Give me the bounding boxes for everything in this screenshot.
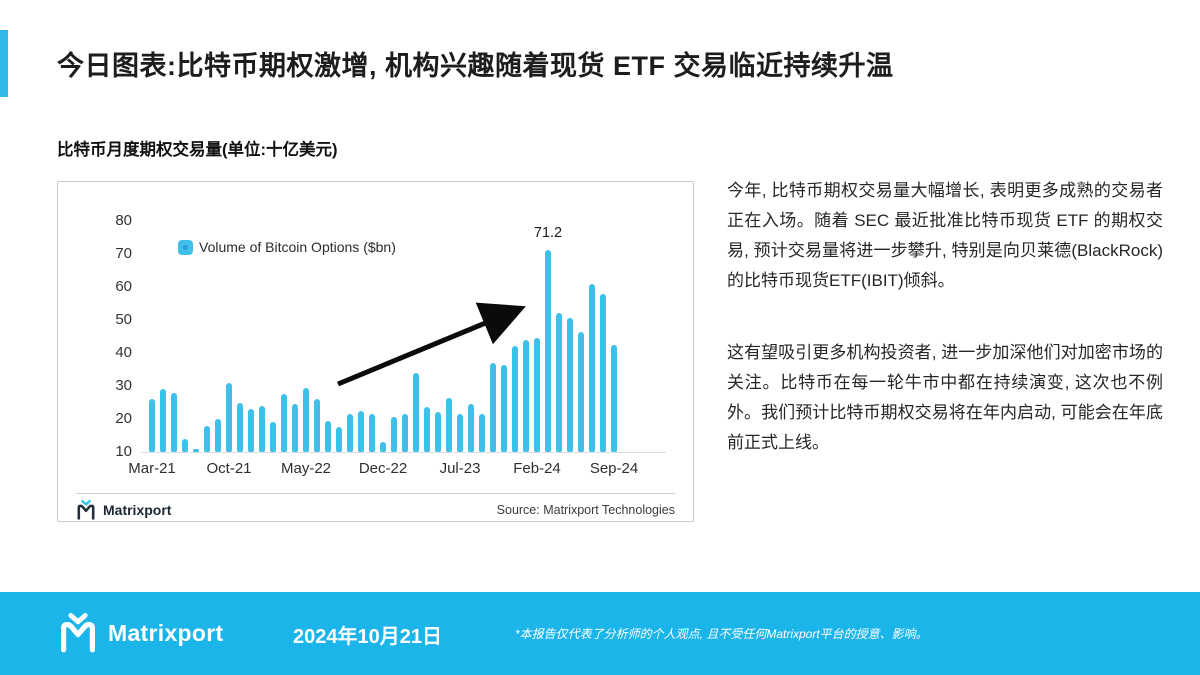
bar-May-22 (303, 387, 309, 452)
x-axis-line (141, 452, 666, 453)
bar-Feb-22 (270, 422, 276, 452)
bar-May-24 (567, 318, 573, 452)
title-accent-stripe (0, 30, 8, 97)
y-tick-40: 40 (115, 344, 132, 361)
bar-Mar-24 (545, 250, 551, 452)
bar-Jan-24 (523, 339, 529, 452)
y-tick-50: 50 (115, 311, 132, 328)
y-tick-70: 70 (115, 245, 132, 262)
plot-area: Volume of Bitcoin Options ($bn) 71.2 (149, 221, 617, 452)
bar-Jan-23 (391, 417, 397, 452)
bar-Jun-21 (182, 438, 188, 452)
x-tick-Dec-22: Dec-22 (358, 460, 408, 477)
bar-Jun-24 (578, 331, 584, 452)
bar-Aug-22 (336, 427, 342, 452)
x-tick-Mar-21: Mar-21 (128, 460, 176, 477)
card-divider (76, 493, 675, 494)
bar-Jun-23 (446, 397, 452, 452)
y-tick-10: 10 (115, 443, 132, 460)
bar-Feb-24 (534, 338, 540, 452)
bar-Nov-21 (237, 402, 243, 452)
bar-Mar-23 (413, 372, 419, 452)
commentary-paragraph-2: 这有望吸引更多机构投资者, 进一步加深他们对加密市场的关注。比特币在每一轮牛市中… (727, 343, 1163, 452)
bar-May-23 (435, 412, 441, 452)
bars (149, 221, 617, 452)
bar-Feb-23 (402, 414, 408, 452)
bar-Dec-21 (248, 409, 254, 452)
x-tick-Sep-24: Sep-24 (589, 460, 639, 477)
bar-Jul-22 (325, 420, 331, 452)
bar-Sep-22 (347, 414, 353, 452)
x-tick-Jul-23: Jul-23 (439, 460, 481, 477)
bar-Sep-23 (479, 414, 485, 452)
legend-label: Volume of Bitcoin Options ($bn) (199, 239, 396, 255)
x-tick-Oct-21: Oct-21 (206, 460, 252, 477)
card-footer: Matrixport Source: Matrixport Technologi… (76, 500, 675, 520)
bar-May-21 (171, 392, 177, 452)
bar-Jul-23 (457, 414, 463, 452)
chart-legend: Volume of Bitcoin Options ($bn) (178, 239, 396, 255)
bar-Sep-24 (611, 344, 617, 452)
bar-Jun-22 (314, 399, 320, 452)
bar-Jul-21 (193, 448, 199, 452)
bar-Mar-22 (281, 394, 287, 452)
bar-Jul-24 (589, 283, 595, 452)
bar-Dec-23 (512, 346, 518, 452)
x-tick-Feb-24: Feb-24 (513, 460, 561, 477)
y-tick-60: 60 (115, 278, 132, 295)
legend-swatch-icon (178, 239, 193, 255)
bar-Apr-24 (556, 313, 562, 452)
y-tick-20: 20 (115, 410, 132, 427)
commentary: 今年, 比特币期权交易量大幅增长, 表明更多成熟的交易者正在入场。随着 SEC … (727, 176, 1163, 458)
bar-Aug-21 (204, 425, 210, 452)
y-tick-30: 30 (115, 377, 132, 394)
bar-Oct-22 (358, 410, 364, 452)
bar-Apr-23 (424, 407, 430, 452)
x-tick-May-22: May-22 (280, 460, 332, 477)
card-brand: Matrixport (76, 500, 171, 520)
y-tick-80: 80 (115, 212, 132, 229)
peak-annotation: 71.2 (533, 225, 563, 241)
footer-date: 2024年10月21日 (293, 626, 442, 648)
matrixport-logo-icon (77, 500, 95, 520)
footer-disclaimer: *本报告仅代表了分析师的个人观点, 且不受任何Matrixport平台的授意、影… (515, 627, 928, 641)
footer-bar: Matrixport 2024年10月21日 *本报告仅代表了分析师的个人观点,… (0, 592, 1200, 675)
footer-brand-name: Matrixport (108, 619, 224, 646)
matrixport-logo-icon (61, 613, 95, 653)
bar-Aug-23 (468, 404, 474, 452)
commentary-paragraph-1: 今年, 比特币期权交易量大幅增长, 表明更多成熟的交易者正在入场。随着 SEC … (727, 181, 1163, 290)
bar-Nov-23 (501, 364, 507, 452)
bar-Nov-22 (369, 414, 375, 452)
bar-Jan-22 (259, 405, 265, 452)
bar-Oct-23 (490, 362, 496, 452)
bar-Mar-21 (149, 399, 155, 452)
card-brand-name: Matrixport (103, 502, 172, 518)
page-title: 今日图表:比特币期权激增, 机构兴趣随着现货 ETF 交易临近持续升温 (57, 51, 894, 81)
bar-Aug-24 (600, 293, 606, 452)
bar-Apr-22 (292, 404, 298, 452)
bar-Sep-21 (215, 419, 221, 452)
chart-subtitle: 比特币月度期权交易量(单位:十亿美元) (57, 141, 338, 159)
source-text: Source: Matrixport Technologies (496, 503, 675, 517)
bar-Dec-22 (380, 442, 386, 452)
footer-brand: Matrixport (58, 613, 223, 653)
bar-Apr-21 (160, 389, 166, 452)
chart-card: 80 70 60 50 40 30 20 10 Volume of Bitcoin Optio… (57, 181, 694, 522)
bar-Oct-21 (226, 382, 232, 452)
